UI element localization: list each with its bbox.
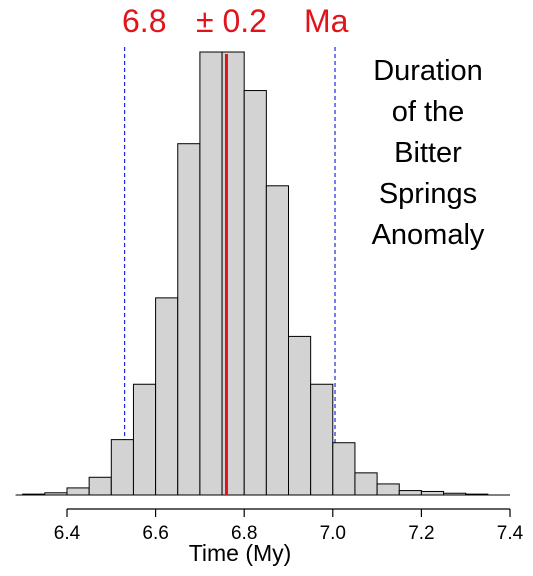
histogram-bar <box>398 490 422 496</box>
histogram-bar <box>132 383 157 496</box>
x-tick-label: 6.8 <box>231 523 257 544</box>
histogram-bar <box>310 383 334 496</box>
histogram-bar <box>155 297 179 496</box>
chart-annotation: Duration of the Bitter Springs Anomaly <box>372 55 485 251</box>
annotation-line-5: Anomaly <box>372 219 485 251</box>
x-tick-label: 7.2 <box>408 523 434 544</box>
histogram-bars <box>15 51 510 496</box>
histogram-bar <box>465 493 489 496</box>
histogram-bar <box>443 492 467 496</box>
histogram-bar <box>243 90 267 496</box>
x-axis-label: Time (My) <box>189 540 292 566</box>
x-tick-label: 7.4 <box>497 523 524 544</box>
chart-title: 6.8 ± 0.2 Ma <box>122 3 349 39</box>
annotation-line-3: Bitter <box>394 137 462 169</box>
histogram-bar <box>88 476 112 496</box>
histogram-bar <box>420 490 445 496</box>
x-tick-label: 6.6 <box>142 523 168 544</box>
annotation-line-4: Springs <box>379 178 477 210</box>
histogram-bar <box>177 143 201 496</box>
annotation-line-1: Duration <box>373 55 483 87</box>
x-tick-label: 6.4 <box>54 523 81 544</box>
title-uncertainty: ± 0.2 <box>196 3 267 39</box>
histogram-bar <box>288 335 312 496</box>
title-value: 6.8 <box>122 3 166 39</box>
title-unit: Ma <box>304 3 349 39</box>
histogram-bar <box>265 185 290 496</box>
histogram-bar <box>332 442 356 496</box>
histogram-bar <box>66 487 90 496</box>
x-tick-label: 7.0 <box>320 523 346 544</box>
histogram-bar <box>376 483 400 496</box>
histogram-bar <box>354 472 378 496</box>
annotation-line-2: of the <box>392 96 465 128</box>
x-axis: 6.4 6.6 6.8 7.0 7.2 7.4 <box>54 508 524 544</box>
interval-lines <box>123 47 336 495</box>
histogram-bar <box>22 493 46 496</box>
histogram-bar <box>110 439 134 496</box>
histogram-bar <box>44 492 68 496</box>
histogram-bar <box>199 51 223 496</box>
